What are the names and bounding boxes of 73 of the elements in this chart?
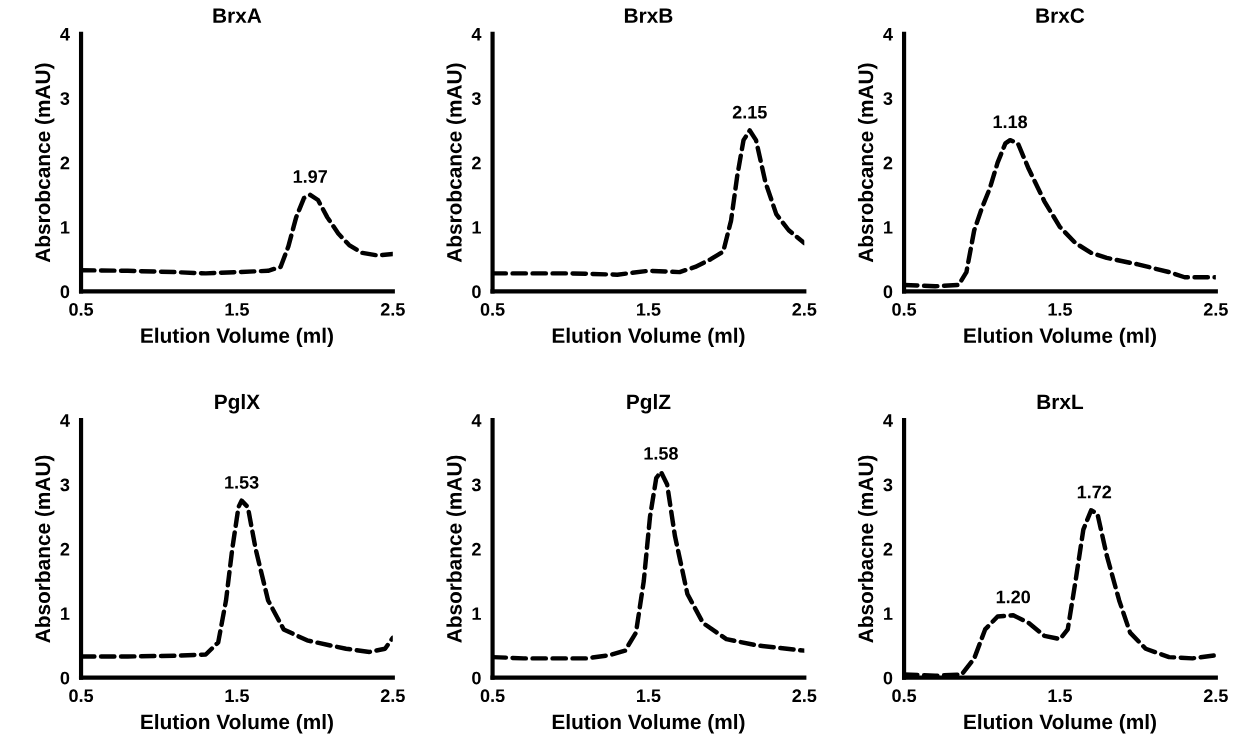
y-axis-title: Absorbacne (mAU): [857, 455, 878, 643]
y-tick-label: 2: [883, 156, 893, 170]
chart-title: BrxB: [624, 8, 673, 23]
x-tick-label: 2.5: [380, 303, 405, 316]
x-tick-label: 2.5: [1203, 689, 1228, 703]
annotation: 2.15: [732, 105, 767, 119]
x-axis-title: Elution Volume (ml): [141, 713, 333, 734]
y-tick-label: 4: [883, 414, 893, 427]
x-tick-label: 0.5: [69, 689, 94, 703]
x-tick-label: 0.5: [892, 689, 917, 703]
y-axis-title: Absorbance (mAU): [34, 455, 55, 643]
annotation: 1.53: [225, 475, 259, 489]
y-tick-label: 4: [60, 28, 70, 41]
x-tick-label: 2.5: [380, 689, 405, 703]
y-tick-label: 1: [884, 221, 893, 234]
x-axis-title: Elution Volume (ml): [964, 327, 1156, 348]
y-axis-title: Absorbance (mAU): [446, 455, 466, 643]
y-tick-label: 2: [472, 156, 481, 170]
y-tick-label: 4: [471, 414, 482, 427]
y-tick-label: 0: [883, 285, 893, 299]
x-tick-label: 0.5: [69, 303, 94, 316]
chart-title: BrxL: [1037, 394, 1084, 410]
x-axis-title: Elution Volume (ml): [552, 327, 745, 348]
y-tick-label: 3: [883, 92, 893, 106]
y-tick-label: 4: [883, 28, 893, 41]
y-tick-label: 2: [60, 156, 70, 170]
x-axis-title: Elution Volume (ml): [964, 713, 1156, 734]
y-tick-label: 0: [472, 671, 481, 685]
y-tick-label: 0: [60, 285, 70, 299]
x-axis-title: Elution Volume (ml): [552, 713, 745, 734]
y-tick-label: 3: [60, 92, 70, 106]
y-axis-title: Absrobcance (mAU): [446, 63, 466, 263]
y-tick-label: 2: [883, 542, 893, 556]
x-tick-label: 1.5: [637, 303, 661, 316]
annotation: 1.72: [1077, 485, 1112, 499]
y-tick-label: 4: [471, 28, 482, 41]
x-tick-label: 1.5: [637, 689, 661, 703]
x-axis-title: Elution Volume (ml): [141, 327, 333, 348]
y-tick-label: 1: [61, 607, 70, 620]
x-tick-label: 2.5: [792, 303, 817, 316]
x-tick-label: 1.5: [225, 303, 249, 316]
y-tick-label: 0: [60, 671, 70, 685]
y-tick-label: 1: [472, 221, 481, 234]
y-tick-label: 0: [472, 285, 481, 299]
annotation: 1.97: [293, 170, 327, 183]
y-axis-title: Absrobcance (mAU): [34, 63, 55, 263]
y-tick-label: 4: [60, 414, 70, 427]
y-tick-label: 3: [60, 478, 70, 492]
annotation: 1.18: [993, 115, 1028, 129]
chart-title: PglX: [215, 393, 260, 414]
annotation: 1.58: [644, 446, 678, 460]
y-tick-label: 1: [884, 607, 893, 620]
y-tick-label: 1: [61, 221, 70, 234]
x-tick-label: 2.5: [1203, 303, 1228, 316]
x-tick-label: 0.5: [480, 689, 505, 703]
chart-title: BrxC: [1036, 8, 1085, 23]
x-tick-label: 1.5: [1048, 689, 1072, 703]
y-tick-label: 3: [471, 478, 481, 492]
y-tick-label: 3: [471, 92, 481, 106]
chart-title: PglZ: [627, 393, 671, 414]
y-axis-title: Absrobcance (mAU): [857, 63, 878, 263]
y-tick-label: 0: [883, 671, 893, 685]
chart-title: BrxA: [213, 8, 262, 23]
x-tick-label: 0.5: [480, 303, 505, 316]
x-tick-label: 1.5: [1048, 303, 1072, 316]
x-tick-label: 0.5: [892, 303, 917, 316]
x-tick-label: 1.5: [225, 689, 249, 703]
y-tick-label: 2: [60, 542, 70, 556]
annotation: 1.20: [996, 590, 1031, 604]
y-tick-label: 2: [472, 542, 481, 556]
x-tick-label: 2.5: [792, 689, 817, 703]
y-tick-label: 3: [883, 478, 893, 492]
y-tick-label: 1: [472, 607, 481, 620]
